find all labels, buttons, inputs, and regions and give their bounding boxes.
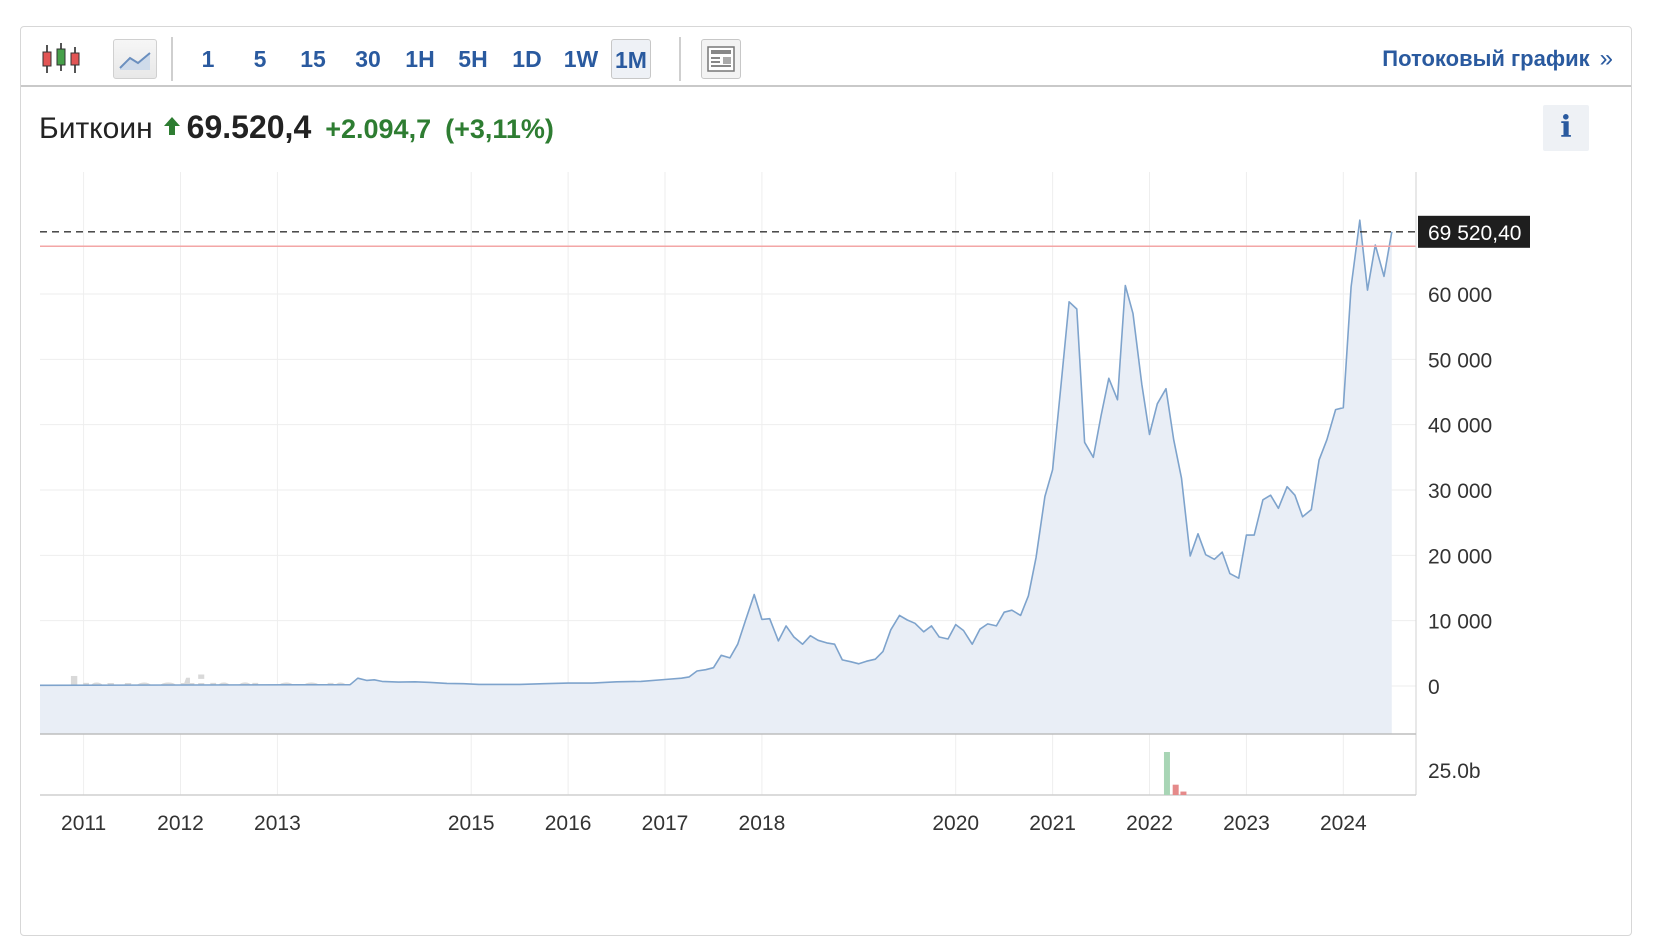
x-tick-label: 2013 — [254, 812, 301, 835]
volume-bar — [1163, 752, 1170, 795]
interval-1d-button[interactable]: 1D — [512, 46, 542, 72]
quote-header: Биткоин 69.520,4 +2.094,7 (+3,11%) — [39, 107, 554, 147]
info-button[interactable]: i — [1543, 105, 1589, 151]
asset-name: Биткоин — [39, 112, 153, 145]
streaming-chart-label[interactable]: Потоковый график — [1382, 46, 1590, 71]
x-tick-label: 2012 — [157, 812, 204, 835]
price-line — [39, 219, 1393, 687]
interval-15-button[interactable]: 15 — [300, 46, 326, 72]
last-price: 69.520,4 — [186, 109, 312, 145]
last-price-label: 69 520,40 — [1428, 222, 1521, 245]
interval-1-button[interactable]: 1 — [201, 46, 215, 72]
line-chart-icon[interactable] — [113, 39, 157, 79]
chevron-right-icon: » — [1599, 45, 1613, 72]
price-area — [40, 220, 1392, 734]
y-tick-label: 20 000 — [1428, 545, 1492, 568]
last-price-label-box — [1418, 215, 1530, 248]
y-tick-label: 30 000 — [1428, 480, 1492, 503]
y-tick-label: 10 000 — [1428, 611, 1492, 634]
interval-1h-button[interactable]: 1H — [405, 46, 435, 72]
x-tick-label: 2024 — [1320, 812, 1367, 835]
arrow-up-icon — [163, 112, 181, 152]
news-icon[interactable] — [701, 39, 741, 79]
interval-1m-button[interactable]: 1M — [611, 39, 651, 79]
x-tick-label: 2017 — [642, 812, 689, 835]
y-tick-label: 50 000 — [1428, 349, 1492, 372]
interval-5-button[interactable]: 5 — [253, 46, 267, 72]
x-tick-label: 2018 — [739, 812, 786, 835]
x-tick-label: 2023 — [1223, 812, 1270, 835]
interval-5h-button[interactable]: 5H — [458, 46, 488, 72]
price-change-percent: (+3,11%) — [445, 114, 554, 144]
chart-toolbar: 1 5 15 30 1H 5H 1D 1W 1M Потоковый график» — [21, 27, 1631, 87]
x-tick-label: 2011 — [61, 812, 106, 835]
interval-1w-button[interactable]: 1W — [563, 46, 599, 72]
x-tick-label: 2021 — [1029, 812, 1076, 835]
x-tick-label: 2020 — [932, 812, 979, 835]
y-tick-label: 0 — [1428, 676, 1440, 699]
toolbar-divider — [171, 37, 173, 81]
toolbar-divider — [679, 37, 681, 81]
volume-bar — [1172, 784, 1179, 795]
streaming-chart-link[interactable]: Потоковый график » — [1382, 39, 1613, 79]
candlestick-icon[interactable] — [39, 39, 83, 79]
y-tick-label: 40 000 — [1428, 415, 1492, 438]
x-tick-label: 2022 — [1126, 812, 1173, 835]
interval-30-button[interactable]: 30 — [355, 46, 381, 72]
x-tick-label: 2016 — [545, 812, 592, 835]
price-change: +2.094,7 — [325, 114, 432, 144]
x-tick-label: 2015 — [448, 812, 495, 835]
y-tick-label: 60 000 — [1428, 284, 1492, 307]
volume-axis-label: 25.0b — [1428, 760, 1481, 783]
volume-bar — [1180, 791, 1187, 795]
